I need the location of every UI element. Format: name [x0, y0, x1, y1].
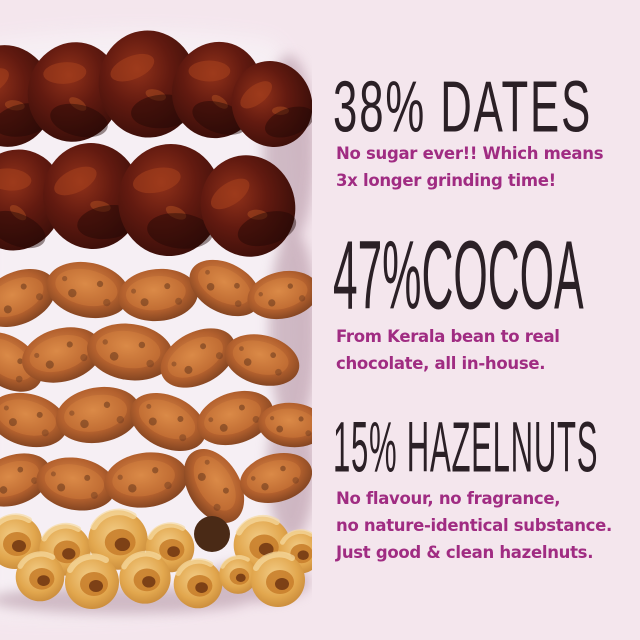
hazelnuts-description-line-2: no nature-identical substance.	[336, 516, 612, 535]
hazelnuts-description-line-1: No flavour, no fragrance,	[336, 489, 561, 508]
dates-heading: 38% DATES	[333, 65, 593, 148]
dark-hazelnut-piece	[194, 516, 230, 552]
dates-description-line-1: No sugar ever!! Which means	[336, 144, 604, 163]
dates-description-line-2: 3x longer grinding time!	[336, 171, 556, 190]
cocoa-heading: 47%COCOA	[333, 222, 584, 331]
cocoa-description-line-2: chocolate, all in-house.	[336, 354, 546, 373]
hazelnuts-description: No flavour, no fragrance, no nature-ident…	[336, 485, 612, 566]
cocoa-description: From Kerala bean to real chocolate, all i…	[336, 323, 560, 377]
hazelnuts-photo-cluster	[0, 510, 312, 609]
hazelnuts-description-line-3: Just good & clean hazelnuts.	[336, 543, 594, 562]
hazelnuts-heading: 15% HAZELNUTS	[333, 406, 599, 487]
ingredients-photo	[0, 27, 312, 619]
cocoa-description-line-1: From Kerala bean to real	[336, 327, 560, 346]
dates-description: No sugar ever!! Which means 3x longer gri…	[336, 140, 604, 194]
